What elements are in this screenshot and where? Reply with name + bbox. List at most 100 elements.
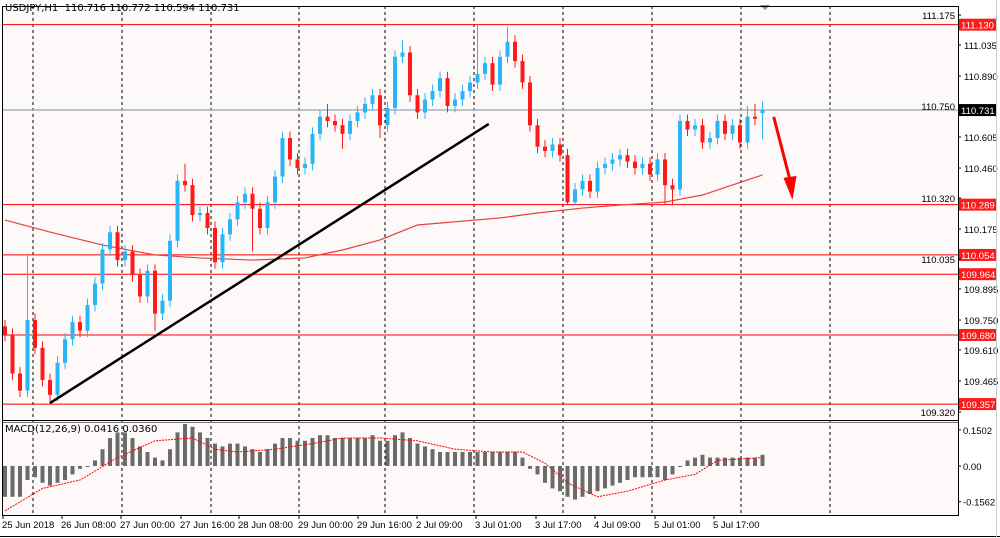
candle-body: [175, 180, 180, 241]
candle: [235, 195, 240, 226]
time-tick-label: 28 Jun 08:00: [238, 520, 293, 531]
macd-histogram-bar: [633, 466, 637, 478]
level-price-badge: [959, 248, 997, 261]
symbol-label: USDJPY,H1: [5, 3, 59, 14]
candle-body: [543, 146, 547, 151]
macd-histogram-bar: [48, 466, 52, 486]
level-price-label: 111.130: [961, 21, 994, 32]
macd-histogram-bar: [93, 460, 97, 466]
candle-body: [355, 112, 360, 121]
candle-body: [190, 185, 195, 216]
candle-body: [370, 95, 375, 104]
candle: [625, 148, 630, 169]
macd-histogram-bar: [310, 438, 315, 466]
macd-histogram-bar: [333, 438, 337, 466]
level-price-label: 109.680: [961, 331, 995, 342]
candle: [78, 315, 82, 338]
candle: [550, 138, 555, 158]
arrow-down-icon: [772, 116, 793, 187]
candle: [258, 202, 262, 235]
candle: [220, 227, 225, 269]
candle-body: [198, 212, 202, 216]
low-value: 110.594: [153, 3, 196, 14]
macd-histogram-bar: [738, 457, 742, 466]
macd-histogram-bar: [415, 443, 420, 466]
candle: [483, 56, 487, 81]
candle: [490, 56, 495, 92]
macd-histogram-bar: [205, 438, 210, 466]
candle-body: [468, 82, 472, 92]
candle: [753, 103, 757, 126]
level-price-badge: [959, 198, 997, 211]
level-price-label: 110.289: [961, 201, 995, 212]
macd-histogram-bar: [393, 435, 397, 466]
candle: [618, 148, 622, 166]
macd-histogram-bar: [715, 457, 720, 466]
candle: [438, 71, 442, 98]
macd-label: MACD(12,26,9): [5, 424, 81, 435]
macd-histogram-bar: [273, 443, 277, 466]
macd-histogram-bar: [145, 452, 150, 466]
macd-histogram-bar: [423, 446, 427, 466]
candle: [108, 225, 112, 256]
candle: [700, 118, 705, 149]
candle-body: [550, 144, 555, 151]
macd-histogram-bar: [190, 426, 195, 466]
candle-body: [753, 116, 757, 119]
macd-histogram-bar: [723, 457, 727, 466]
macd-tick-label: -0.1562: [963, 498, 995, 509]
price-tick-label: 111.035: [964, 41, 997, 52]
candle-body: [723, 120, 727, 134]
macd-histogram-bar: [558, 466, 562, 492]
macd-histogram-bar: [475, 452, 480, 466]
candle: [513, 35, 517, 68]
candle-body: [250, 193, 255, 209]
candle-body: [535, 125, 540, 147]
candle-body: [565, 155, 570, 203]
candle-body: [303, 163, 307, 169]
candle: [423, 93, 427, 119]
candle-body: [168, 240, 172, 301]
current-price-label: 110.731: [961, 106, 995, 117]
candle-body: [63, 339, 67, 363]
candle: [265, 195, 270, 235]
candle-body: [588, 180, 592, 192]
candle: [280, 131, 285, 184]
price-tick-label: 109.895: [964, 285, 998, 296]
candle: [385, 101, 390, 132]
candle-body: [415, 95, 420, 113]
candle: [363, 97, 367, 119]
macd-histogram-bar: [460, 452, 465, 466]
candle-body: [265, 202, 270, 228]
macd-histogram-bar: [363, 438, 367, 466]
macd-histogram-bar: [730, 457, 735, 466]
candle-body: [295, 159, 300, 169]
macd-histogram-bar: [610, 466, 615, 486]
macd-histogram-bar: [153, 457, 157, 466]
candle-body: [445, 78, 450, 106]
candle: [708, 131, 712, 149]
candle-body: [580, 180, 585, 190]
candle-body: [123, 251, 127, 261]
candle-body: [640, 163, 645, 169]
candle-body: [490, 63, 495, 85]
candle: [610, 153, 615, 171]
macd-histogram-bar: [280, 438, 285, 466]
macd-histogram-bar: [108, 438, 112, 466]
candle: [723, 114, 727, 141]
candle-body: [333, 120, 337, 126]
candle: [670, 178, 675, 205]
candle-body: [153, 270, 157, 314]
candle: [468, 76, 472, 98]
candle: [460, 84, 465, 106]
candle-body: [760, 110, 765, 114]
candle: [655, 153, 660, 181]
candle-body: [318, 116, 322, 134]
candle: [243, 187, 247, 209]
macd-tick-label: 0.1502: [963, 426, 992, 437]
candle: [25, 253, 30, 398]
candle-body: [288, 138, 292, 160]
candle: [355, 105, 360, 128]
macd-histogram-bar: [115, 432, 120, 466]
